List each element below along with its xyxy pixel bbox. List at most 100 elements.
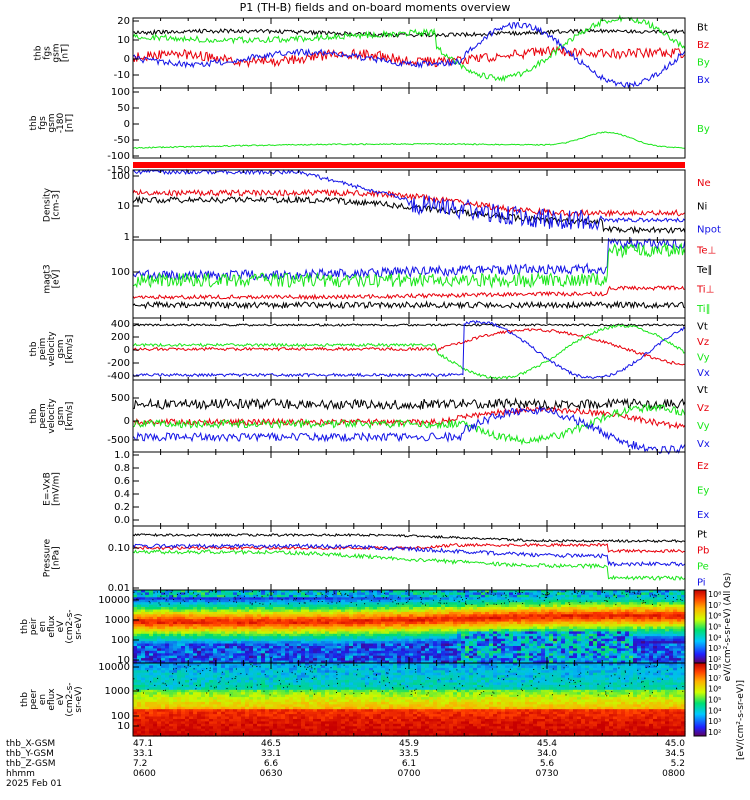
- ephemeris-value: 0730: [536, 769, 559, 779]
- colorbar-tick: 10⁴: [708, 633, 721, 642]
- colorbar-tick: 10⁴: [708, 706, 721, 715]
- ylabel-line: en: [38, 694, 48, 705]
- ylabel-line: (cm2-s-: [65, 682, 75, 716]
- legend-vx: Vx: [697, 439, 710, 450]
- legend-bx: Bx: [697, 75, 710, 86]
- ytick-label: -100: [107, 151, 130, 162]
- ylabel-line: [mV/m]: [52, 472, 62, 506]
- ylabel-line: sr-eV): [74, 686, 84, 712]
- legend-vy: Vy: [697, 352, 710, 363]
- colorbar-tick: 10⁵: [708, 623, 721, 632]
- ephemeris-value: 33.1: [133, 749, 153, 759]
- legend-pe: Pe: [697, 562, 709, 573]
- series-ti-par: [132, 241, 686, 289]
- ytick-label: -10: [114, 70, 130, 81]
- series-ne: [132, 188, 686, 218]
- ylabel-line: [km/s]: [65, 402, 75, 431]
- legend-te⊥: Te⊥: [696, 246, 716, 257]
- ephemeris-value: 7.2: [133, 759, 147, 769]
- colorbar-tick: 10⁵: [708, 696, 721, 705]
- ephemeris-value: 47.1: [133, 739, 153, 749]
- plot-title: P1 (TH-B) fields and on-board moments ov…: [239, 1, 511, 14]
- legend-bz: Bz: [697, 40, 709, 51]
- colorbar-tick: 10³: [708, 644, 721, 653]
- ytick-label: 100: [111, 267, 130, 278]
- legend-ti⊥: Ti⊥: [696, 285, 714, 296]
- legend-vz: Vz: [697, 403, 709, 414]
- ytick-label: 100: [111, 171, 130, 182]
- legend-te∥: Te∥: [696, 265, 713, 276]
- colorbar-tick: 10⁶: [708, 612, 721, 621]
- ytick-label: 1000: [105, 615, 130, 626]
- legend-by: By: [697, 124, 710, 135]
- ytick-label: 0.2: [114, 502, 130, 513]
- colorbar-tick: 10²: [708, 728, 721, 737]
- ylabel-line: peer: [29, 689, 39, 710]
- series-ti-perp: [132, 285, 685, 301]
- ytick-label: 0.0: [114, 515, 130, 526]
- series-peem-vt: [132, 397, 686, 411]
- ylabel-line: peim: [38, 338, 48, 361]
- ylabel-line: [eV]: [52, 270, 62, 289]
- ytick-label: -150: [107, 165, 130, 176]
- ylabel-line: thb: [20, 692, 30, 707]
- ylabel-line: thb: [34, 45, 44, 60]
- ytick-label: 100: [111, 87, 130, 98]
- legend-ex: Ex: [697, 510, 709, 521]
- colorbar-tick: 10⁸: [708, 590, 721, 599]
- ytick-label: 0: [124, 119, 130, 130]
- ylabel-line: magt3: [43, 264, 53, 293]
- ylabel-line: [km/s]: [65, 335, 75, 364]
- series-te-perp: [132, 300, 686, 310]
- ylabel-line: [nPa]: [52, 546, 62, 569]
- ytick-label: 400: [111, 319, 130, 330]
- series-by-shifted: [132, 131, 685, 150]
- series-peem-vy: [132, 404, 686, 446]
- spectrogram-2: [133, 663, 686, 737]
- ylabel-line: [nT]: [65, 114, 75, 132]
- series-ni: [132, 195, 686, 235]
- ylabel-line: velocity: [47, 398, 57, 434]
- ytick-label: 0.6: [114, 476, 130, 487]
- ytick-label: 1.0: [114, 450, 130, 461]
- ytick-label: 10: [117, 35, 130, 46]
- ephemeris-value: 5.6: [540, 759, 555, 769]
- colorbar-tick: 10⁷: [708, 601, 721, 610]
- ytick-label: 1000: [105, 686, 130, 697]
- ylabel-line: eflux: [47, 615, 57, 638]
- legend-pi: Pi: [697, 578, 706, 589]
- ephemeris-value: 5.2: [671, 759, 685, 769]
- ytick-label: 0.4: [114, 489, 130, 500]
- colorbar-tick: 10⁷: [708, 674, 721, 683]
- ylabel-line: eflux: [47, 688, 57, 711]
- ephemeris-row-label: 2025 Feb 01: [6, 779, 62, 789]
- data-quality-bar: [133, 162, 685, 168]
- ylabel-line: gsm: [56, 406, 66, 425]
- legend-vt: Vt: [697, 321, 708, 332]
- ylabel-line: thb: [29, 341, 39, 356]
- ylabel-line: [nT]: [61, 44, 71, 62]
- legend-vx: Vx: [697, 368, 710, 379]
- ylabel-line: peir: [29, 617, 39, 635]
- ytick-label: -50: [114, 135, 130, 146]
- ytick-label: 0.10: [108, 543, 130, 554]
- ylabel-line: sr-eV): [74, 613, 84, 639]
- colorbar-tick: 10³: [708, 717, 721, 726]
- ylabel-line: eV: [56, 693, 66, 706]
- ylabel-line: fgs: [43, 46, 53, 60]
- ylabel-line: Pressure: [43, 538, 53, 577]
- ytick-label: 0: [124, 345, 130, 356]
- series-peim-vx: [132, 320, 686, 379]
- ytick-label: 0.01: [108, 583, 130, 594]
- ephemeris-row-label: thb_Y-GSM: [6, 749, 54, 759]
- ylabel-line: thb: [29, 408, 39, 423]
- legend-ti∥: Ti∥: [696, 304, 711, 315]
- ylabel-line: en: [38, 621, 48, 632]
- ylabel-line: eV: [56, 620, 66, 633]
- ephemeris-row-label: thb_Z-GSM: [6, 759, 55, 769]
- ephemeris-value: 45.0: [665, 739, 685, 749]
- ytick-label: 10000: [98, 595, 130, 606]
- ytick-label: -500: [107, 435, 130, 446]
- legend-by: By: [697, 58, 710, 69]
- series-peim-vt: [132, 323, 686, 327]
